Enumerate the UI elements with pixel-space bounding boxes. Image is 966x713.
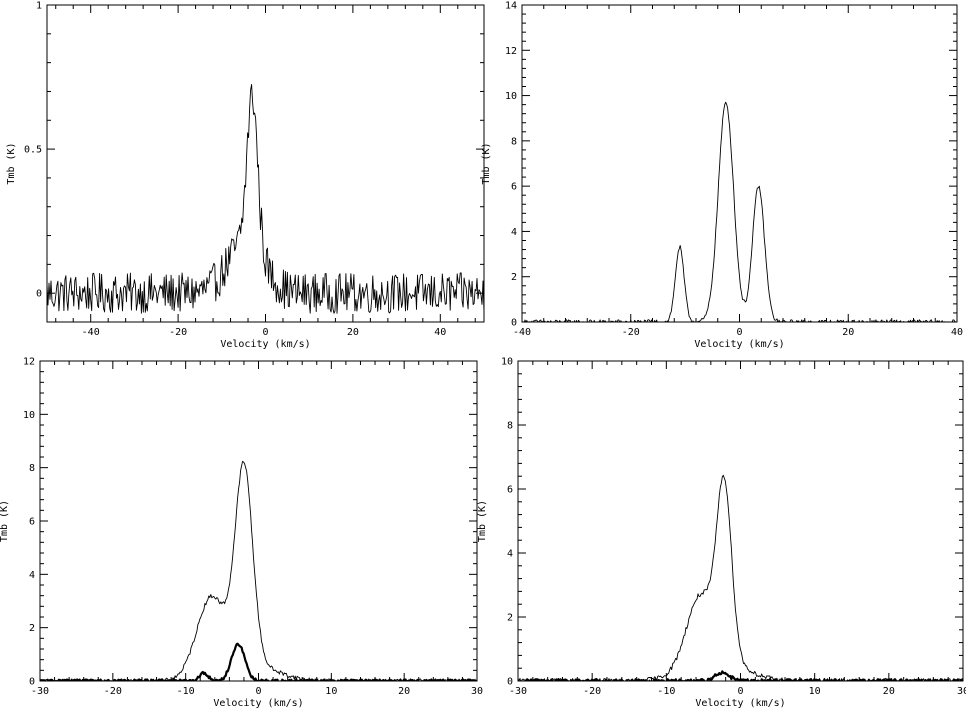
y-tick-label: 12	[505, 46, 517, 57]
x-tick-label: -40	[82, 327, 100, 338]
x-tick-label: -40	[513, 327, 531, 338]
x-tick-label: 40	[951, 327, 963, 338]
y-tick-label: 0	[29, 677, 35, 688]
y-tick-label: 0.5	[24, 145, 42, 156]
y-tick-label: 2	[507, 613, 513, 624]
y-tick-label: 10	[23, 410, 35, 421]
x-tick-label: -20	[583, 686, 601, 697]
x-axis-label: Velocity (km/s)	[220, 339, 310, 350]
y-tick-label: 6	[507, 485, 513, 496]
x-tick-label: 40	[434, 327, 446, 338]
y-tick-label: 0	[507, 677, 513, 688]
y-tick-label: 4	[507, 549, 513, 560]
plot-frame	[39, 360, 478, 682]
x-tick-label: 10	[325, 686, 337, 697]
y-tick-label: 0	[36, 289, 42, 300]
y-tick-label: 4	[29, 570, 35, 581]
x-axis-label: Velocity (km/s)	[213, 698, 303, 709]
x-axis-label: Velocity (km/s)	[695, 698, 785, 709]
y-tick-label: 10	[505, 91, 517, 102]
x-tick-label: -10	[177, 686, 195, 697]
x-tick-label: -20	[169, 327, 187, 338]
x-tick-label: 0	[736, 327, 742, 338]
y-tick-label: 6	[511, 182, 517, 193]
x-tick-label: -30	[31, 686, 49, 697]
y-axis-label: Tmb (K)	[477, 500, 488, 542]
y-axis-label: Tmb (K)	[6, 142, 17, 184]
y-axis-label: Tmb (K)	[481, 142, 492, 184]
x-tick-label: -30	[509, 686, 527, 697]
chart-panel-1: -40 -20 0 20 40 0 0.5 1 Velocity (km/s) Tmb (K)	[6, 1, 485, 350]
x-tick-label: -20	[622, 327, 640, 338]
y-tick-label: 0	[511, 318, 517, 329]
x-tick-label: 20	[842, 327, 854, 338]
y-tick-label: 2	[29, 623, 35, 634]
chart-panel-2: -40 -20 0 20 40 0 2 4 6 8 10 12 14 Velocity (km/s) Tmb…	[481, 1, 963, 351]
y-tick-label: 10	[501, 357, 513, 368]
x-tick-label: -20	[104, 686, 122, 697]
x-tick-label: 0	[262, 327, 268, 338]
x-tick-label: 30	[957, 686, 966, 697]
x-tick-label: 20	[398, 686, 410, 697]
y-tick-label: 1	[36, 1, 42, 12]
y-tick-label: 6	[29, 517, 35, 528]
y-tick-label: 8	[29, 463, 35, 474]
y-axis-label: Tmb (K)	[0, 500, 10, 542]
spectrum-line-1	[518, 474, 963, 681]
x-tick-label: 30	[471, 686, 483, 697]
y-tick-label: 2	[511, 272, 517, 283]
x-tick-label: -10	[657, 686, 675, 697]
x-tick-label: 10	[809, 686, 821, 697]
spectrum-line-1	[47, 84, 484, 314]
chart-panel-4: -30 -20 -10 0 10 20 30 0 2 4 6 8 10 Velocity (km/s) Tm…	[477, 357, 966, 710]
x-tick-label: 0	[255, 686, 261, 697]
x-tick-label: 20	[883, 686, 895, 697]
plot-frame	[517, 360, 964, 682]
y-tick-label: 8	[511, 136, 517, 147]
x-tick-label: 0	[737, 686, 743, 697]
spectrum-line-2	[518, 670, 963, 681]
chart-panel-3: -30 -20 -10 0 10 20 30 0 2 4 6 8 10 12 Velocity (km/s)…	[0, 357, 483, 710]
y-tick-label: 12	[23, 357, 35, 368]
spectrum-line-2	[40, 642, 477, 681]
y-tick-label: 4	[511, 227, 517, 238]
x-axis-label: Velocity (km/s)	[694, 339, 784, 350]
x-tick-label: 20	[347, 327, 359, 338]
y-tick-label: 8	[507, 421, 513, 432]
y-tick-label: 14	[505, 1, 517, 12]
spectrum-line-1	[40, 460, 477, 681]
spectrum-line-1	[522, 101, 957, 322]
